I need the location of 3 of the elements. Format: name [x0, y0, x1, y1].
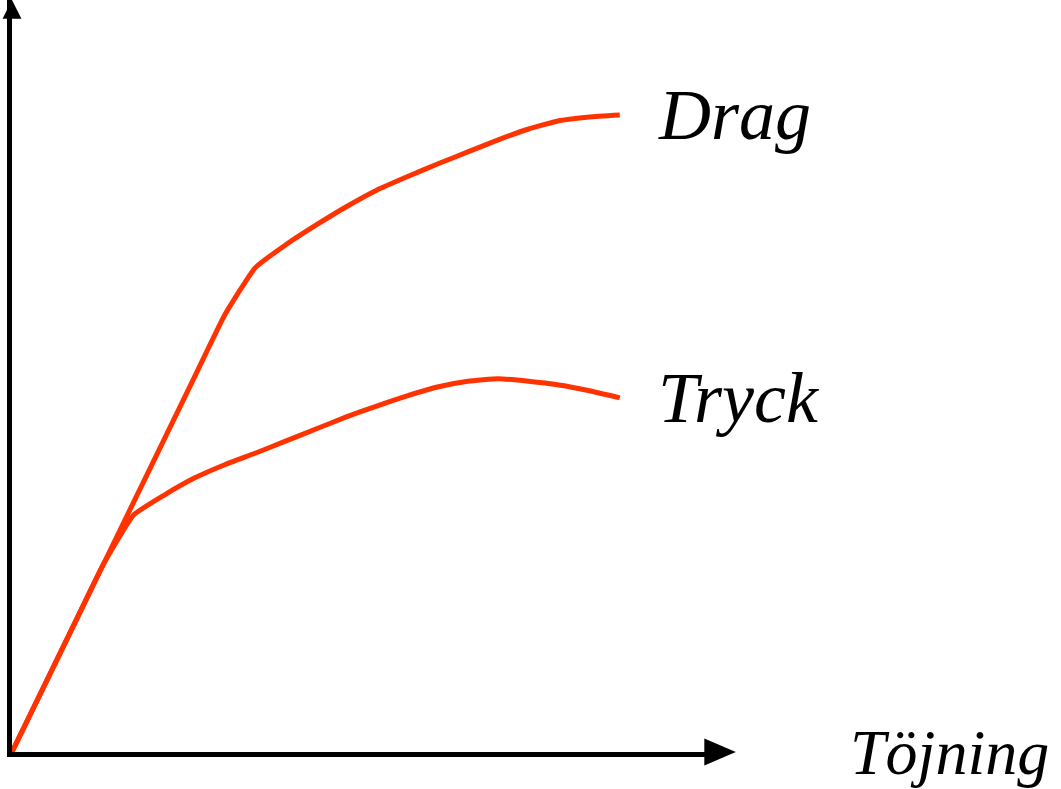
x-axis-title: Töjning — [850, 717, 1050, 788]
series-label: Drag — [658, 75, 812, 155]
series-label: Tryck — [658, 358, 820, 438]
